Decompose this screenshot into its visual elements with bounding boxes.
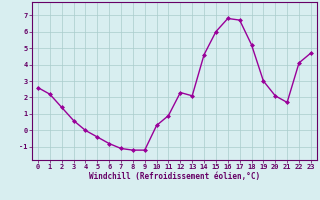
X-axis label: Windchill (Refroidissement éolien,°C): Windchill (Refroidissement éolien,°C) bbox=[89, 172, 260, 181]
